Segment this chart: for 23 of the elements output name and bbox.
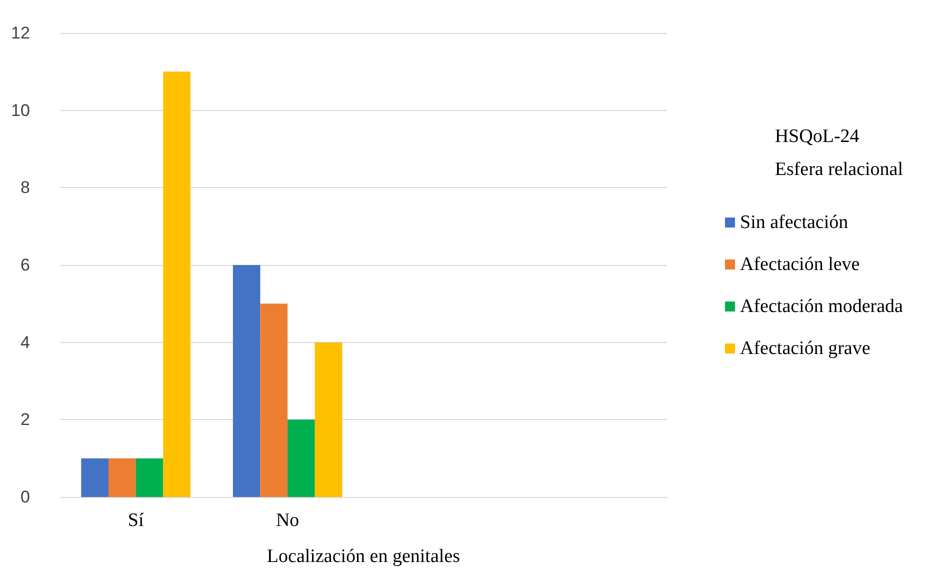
legend-label: Afectación grave bbox=[740, 338, 870, 359]
bar bbox=[288, 420, 315, 497]
x-tick-label: No bbox=[276, 510, 300, 531]
bar bbox=[314, 342, 342, 497]
legend-title: HSQoL-24 Esfera relacional bbox=[774, 126, 904, 180]
bar bbox=[81, 458, 108, 497]
bar bbox=[260, 304, 288, 497]
legend-label: Afectación moderada bbox=[740, 296, 904, 317]
y-tick-label: 12 bbox=[10, 24, 30, 42]
y-tick-label: 10 bbox=[10, 100, 30, 120]
legend-label: Sin afectación bbox=[740, 212, 849, 233]
bar bbox=[136, 458, 164, 497]
y-tick-label: 6 bbox=[20, 256, 30, 274]
bar bbox=[163, 72, 190, 497]
y-tick-label: 0 bbox=[20, 488, 30, 506]
y-tick-label: 4 bbox=[20, 332, 30, 352]
x-axis-title: Localización en genitales bbox=[266, 546, 460, 567]
bar bbox=[108, 458, 136, 497]
bar bbox=[232, 265, 260, 497]
legend-label: Afectación leve bbox=[740, 254, 860, 275]
x-tick-label: Sí bbox=[128, 510, 144, 531]
y-tick-label: 2 bbox=[20, 410, 30, 430]
y-tick-label: 8 bbox=[20, 178, 30, 198]
